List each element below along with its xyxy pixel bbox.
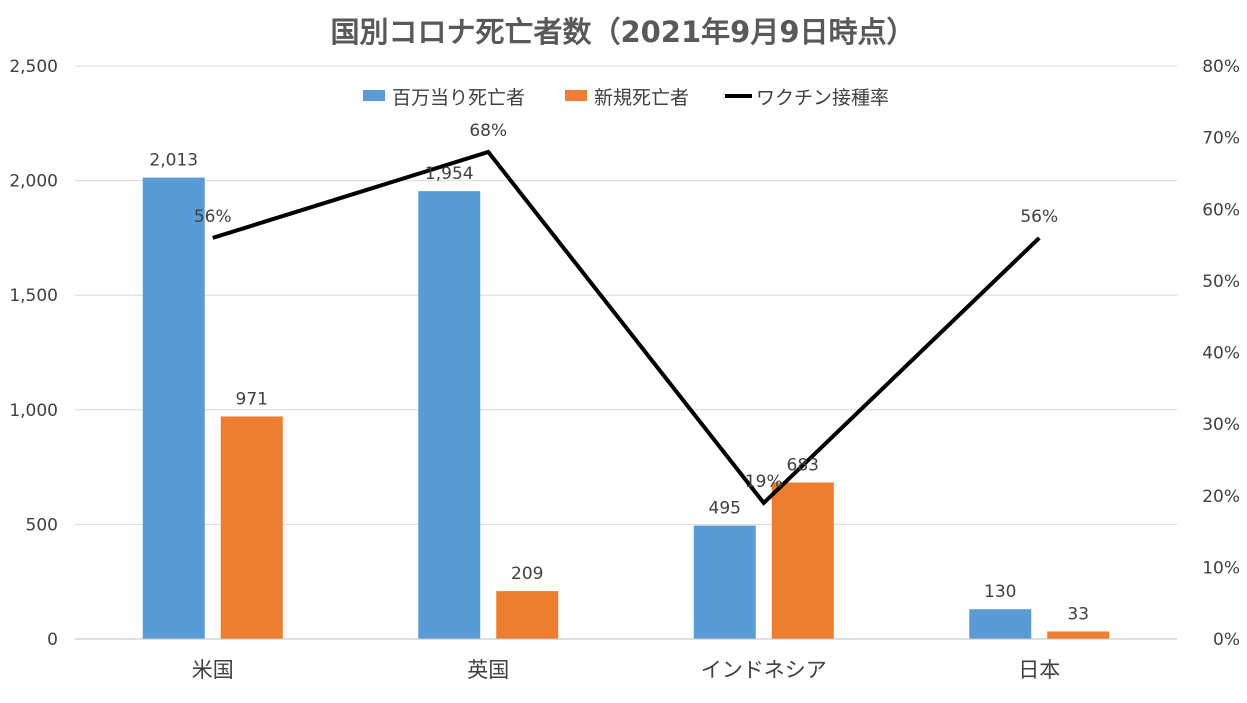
left-tick-label: 2,000 — [9, 172, 58, 192]
right-tick-label: 30% — [1202, 415, 1240, 435]
right-tick-label: 50% — [1202, 272, 1240, 292]
bar-data-label: 1,954 — [425, 164, 474, 184]
data-labels: 2,013 971 1,954 209 495 683 130 33 56% 68% 19% 56% — [149, 121, 1089, 624]
bar-data-label: 209 — [511, 564, 543, 584]
bar-data-label: 2,013 — [149, 151, 198, 171]
bar — [221, 416, 283, 639]
line-data-label: 19% — [745, 472, 783, 492]
chart-title: 国別コロナ死亡者数（2021年9月9日時点） — [330, 15, 915, 49]
bar-data-label: 971 — [236, 389, 268, 409]
bar-data-label: 130 — [984, 582, 1016, 602]
right-tick-label: 20% — [1202, 487, 1240, 507]
bar — [143, 178, 205, 639]
category-label: インドネシア — [701, 658, 827, 682]
right-tick-label: 60% — [1202, 200, 1240, 220]
bar-data-label: 683 — [787, 455, 819, 475]
line-data-label: 56% — [194, 207, 232, 227]
bar — [1047, 631, 1109, 639]
line-data-label: 56% — [1020, 207, 1058, 227]
category-label: 英国 — [467, 658, 509, 682]
left-tick-label: 1,500 — [9, 286, 58, 306]
bar — [694, 526, 756, 639]
bar-series — [143, 178, 1110, 639]
line-series — [213, 152, 1040, 503]
bar — [496, 591, 558, 639]
left-tick-label: 500 — [26, 515, 58, 535]
left-tick-label: 2,500 — [9, 57, 58, 77]
legend-item-bar-2: 新規死亡者 — [565, 87, 689, 109]
bar-data-label: 495 — [709, 499, 741, 519]
category-label: 米国 — [192, 658, 234, 682]
legend-item-line: ワクチン接種率 — [725, 87, 889, 109]
right-tick-label: 70% — [1202, 129, 1240, 149]
right-tick-label: 80% — [1202, 57, 1240, 77]
left-tick-label: 0 — [47, 630, 58, 650]
line-data-label: 68% — [469, 121, 507, 141]
right-tick-label: 40% — [1202, 344, 1240, 364]
legend-label: 新規死亡者 — [594, 87, 689, 109]
left-tick-label: 1,000 — [9, 401, 58, 421]
bar — [418, 191, 480, 639]
right-tick-label: 10% — [1202, 558, 1240, 578]
legend: 百万当り死亡者 新規死亡者 ワクチン接種率 — [363, 87, 889, 109]
bar-data-label: 33 — [1067, 604, 1089, 624]
right-y-axis: 0% 10% 20% 30% 40% 50% 60% 70% 80% — [1202, 57, 1240, 650]
legend-swatch-orange — [565, 90, 587, 101]
legend-label: ワクチン接種率 — [756, 87, 889, 109]
category-label: 日本 — [1018, 658, 1060, 682]
legend-swatch-blue — [363, 90, 385, 101]
legend-item-bar-1: 百万当り死亡者 — [363, 87, 525, 109]
bar — [772, 482, 834, 639]
left-y-axis: 0 500 1,000 1,500 2,000 2,500 — [9, 57, 58, 650]
legend-label: 百万当り死亡者 — [392, 87, 525, 109]
right-tick-label: 0% — [1213, 630, 1240, 650]
bar — [969, 609, 1031, 639]
x-axis: 米国 英国 インドネシア 日本 — [75, 639, 1177, 682]
vaccination-rate-line — [213, 152, 1040, 503]
